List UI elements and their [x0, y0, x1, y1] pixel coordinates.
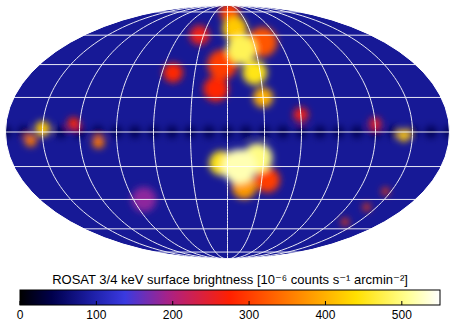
sky-outline — [6, 5, 450, 259]
colorbar-tick — [401, 301, 402, 305]
parallel — [6, 132, 450, 133]
graticule — [6, 5, 450, 259]
parallel — [84, 35, 371, 36]
emission-region — [24, 135, 36, 147]
colorbar — [20, 290, 440, 305]
colorbar-tick-label: 500 — [392, 308, 412, 322]
parallel — [14, 166, 441, 167]
colorbar-tick-label: 0 — [17, 308, 24, 322]
emission-region — [68, 117, 80, 129]
emission-region — [242, 60, 267, 85]
parallel — [155, 252, 300, 253]
emission-region — [163, 63, 183, 83]
emission-region — [92, 136, 104, 148]
colorbar-tick — [20, 301, 21, 305]
colorbar-tick — [325, 301, 326, 305]
emission-region — [382, 188, 389, 195]
colorbar-tick-label: 400 — [315, 308, 335, 322]
emission-region — [341, 218, 348, 225]
colorbar-tick-label: 200 — [163, 308, 183, 322]
emission-region — [227, 35, 257, 65]
emission-region — [363, 203, 370, 210]
parallel — [84, 228, 371, 229]
sky-background — [6, 5, 450, 259]
colorbar-tick — [172, 301, 173, 305]
colorbar-tick-label: 300 — [239, 308, 259, 322]
colorbar-tick — [96, 301, 97, 305]
colorbar-tick — [249, 301, 250, 305]
parallel — [39, 64, 415, 65]
parallel — [14, 97, 441, 98]
emission-region — [398, 129, 410, 141]
colorbar-tick-label: 100 — [86, 308, 106, 322]
parallel — [155, 11, 300, 12]
sky-map: ROSAT 3/4 keV surface brightness [10⁻⁶ c… — [0, 0, 455, 333]
colorbar-label: ROSAT 3/4 keV surface brightness [10⁻⁶ c… — [52, 272, 408, 287]
parallel — [39, 199, 415, 200]
sky — [0, 2, 455, 259]
